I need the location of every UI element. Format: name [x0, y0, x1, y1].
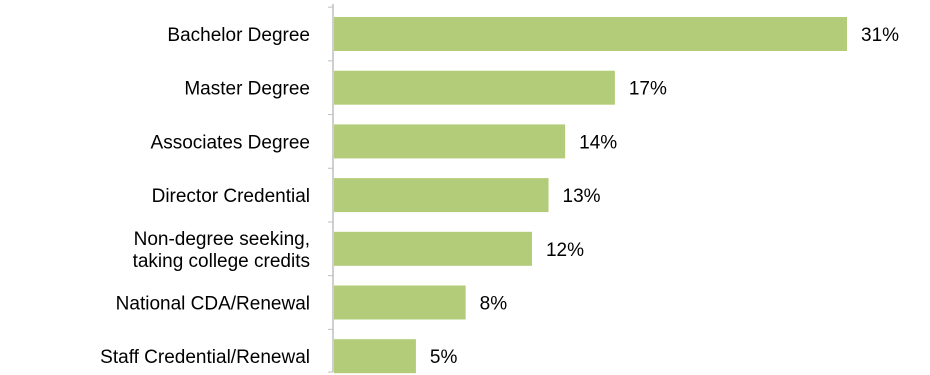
value-label: 17%: [629, 79, 667, 100]
category-label-line: Non-degree seeking,: [134, 229, 310, 250]
bar: [334, 285, 466, 320]
category-label: Director Credential: [152, 186, 310, 207]
category-label: Non-degree seeking, taking college credit…: [133, 229, 310, 272]
value-label: 8%: [480, 294, 508, 315]
category-label: Associates Degree: [151, 132, 310, 153]
value-label: 14%: [579, 132, 617, 153]
category-label-line: Master Degree: [184, 79, 310, 100]
bar: [334, 17, 847, 51]
category-label-line: taking college credits: [133, 251, 310, 272]
value-label: 13%: [563, 186, 601, 207]
bar: [334, 339, 416, 374]
category-label: Staff Credential/Renewal: [100, 347, 310, 368]
value-label: 12%: [546, 240, 584, 261]
bar: [334, 178, 549, 213]
category-label-line: Associates Degree: [151, 132, 310, 153]
category-label-line: Bachelor Degree: [167, 25, 310, 46]
bar: [334, 70, 615, 105]
category-label: National CDA/Renewal: [116, 294, 310, 315]
category-label-line: Director Credential: [152, 186, 310, 207]
bar: [334, 231, 532, 266]
category-label-line: National CDA/Renewal: [116, 294, 310, 315]
value-label: 5%: [430, 347, 458, 368]
category-label-line: Staff Credential/Renewal: [100, 347, 310, 368]
category-label: Master Degree: [184, 79, 310, 100]
value-label: 31%: [861, 25, 899, 46]
bar: [334, 124, 566, 159]
category-label: Bachelor Degree: [167, 25, 310, 46]
